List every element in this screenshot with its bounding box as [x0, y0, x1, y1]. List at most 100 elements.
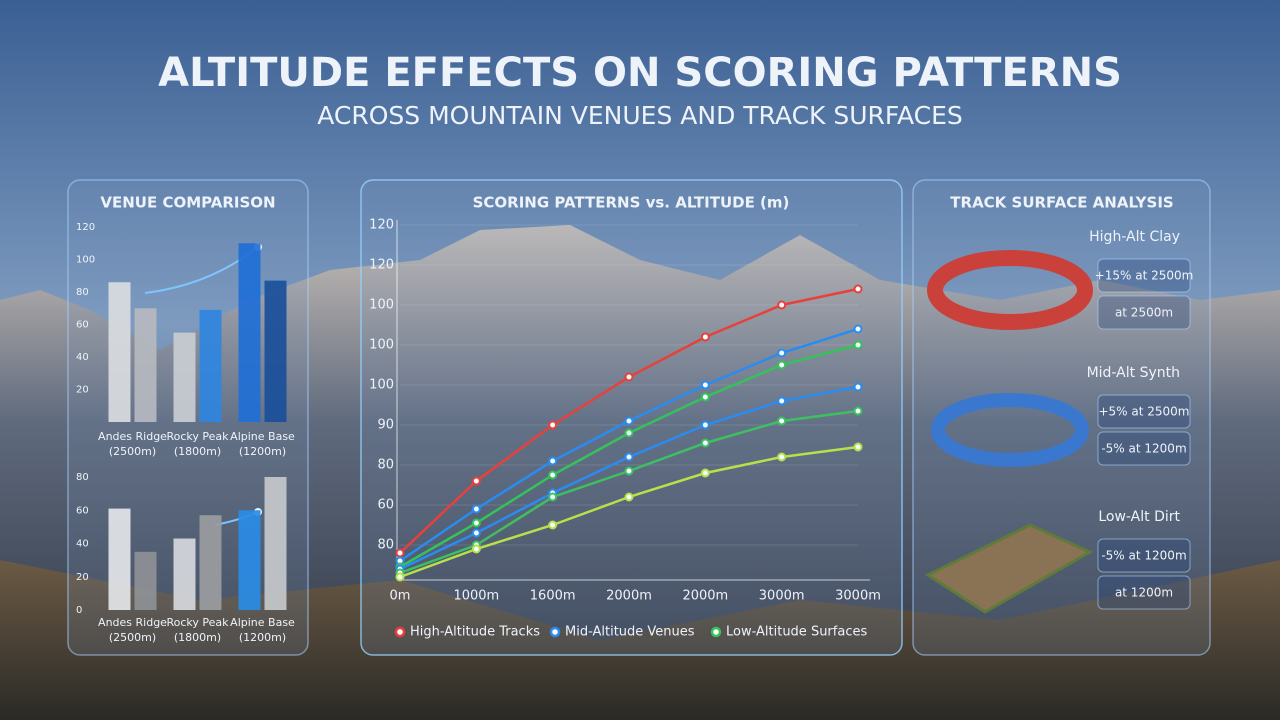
- data-point: [471, 528, 481, 538]
- surface-note: -5% at 1200m: [1101, 442, 1186, 456]
- surface-note: at 2500m: [1115, 306, 1173, 320]
- y-tick-label: 80: [76, 287, 89, 298]
- y-tick-label: 120: [369, 258, 394, 273]
- surface-note: -5% at 1200m: [1101, 549, 1186, 563]
- y-tick-label: 100: [76, 255, 95, 266]
- x-tick-label: 3000m: [835, 589, 881, 604]
- y-tick-label: 120: [369, 218, 394, 233]
- data-point: [471, 504, 481, 514]
- y-tick-label: 80: [377, 538, 394, 553]
- data-point: [777, 452, 787, 462]
- y-tick-label: 120: [76, 222, 95, 233]
- dirt-track: [924, 523, 1094, 614]
- y-tick-label: 60: [76, 320, 89, 331]
- data-point: [777, 416, 787, 426]
- panel-title: SCORING PATTERNS vs. ALTITUDE (m): [473, 194, 790, 212]
- note-box: [1097, 431, 1191, 466]
- bar: [199, 515, 222, 610]
- data-point: [700, 392, 710, 402]
- y-tick-label: 40: [76, 539, 89, 550]
- x-tick-label: Rocky Peak: [166, 616, 229, 629]
- x-tick-note: (1800m): [174, 631, 221, 644]
- y-tick-label: 80: [377, 458, 394, 473]
- note-box: [1097, 538, 1191, 573]
- clay-track: [927, 250, 1093, 330]
- page-title: ALTITUDE EFFECTS ON SCORING PATTERNS: [158, 50, 1122, 96]
- data-point: [395, 572, 405, 582]
- page-subtitle: ACROSS MOUNTAIN VENUES AND TRACK SURFACE…: [317, 101, 963, 130]
- x-tick-label: 0m: [390, 589, 411, 604]
- bar: [238, 243, 261, 422]
- surface-note: at 1200m: [1115, 586, 1173, 600]
- y-tick-label: 20: [76, 572, 89, 583]
- legend-swatch: [394, 626, 406, 638]
- legend-swatch: [549, 626, 561, 638]
- surface-name: Low-Alt Dirt: [1098, 509, 1180, 525]
- surface-note: +5% at 2500m: [1098, 405, 1189, 419]
- synthetic-track: [931, 393, 1089, 467]
- data-point: [395, 548, 405, 558]
- surface-panel: [912, 179, 1211, 656]
- bar: [173, 332, 196, 422]
- note-box: [1097, 295, 1191, 330]
- x-tick-note: (1200m): [239, 445, 286, 458]
- data-point: [853, 340, 863, 350]
- x-tick-label: Andes Ridge: [98, 616, 167, 629]
- y-tick-label: 100: [369, 378, 394, 393]
- data-point: [700, 438, 710, 448]
- data-point: [548, 520, 558, 530]
- data-point: [700, 468, 710, 478]
- x-tick-label: Alpine Base: [230, 616, 295, 629]
- legend-label: Low-Altitude Surfaces: [726, 625, 867, 640]
- data-point: [548, 420, 558, 430]
- x-tick-label: 2000m: [682, 589, 728, 604]
- data-point: [777, 360, 787, 370]
- data-point: [624, 452, 634, 462]
- x-tick-label: Andes Ridge: [98, 430, 167, 443]
- y-tick-label: 80: [76, 472, 89, 483]
- y-tick-label: 60: [377, 498, 394, 513]
- bar: [173, 538, 196, 610]
- data-point: [853, 324, 863, 334]
- bar: [238, 510, 261, 610]
- data-point: [700, 332, 710, 342]
- note-box: [1097, 394, 1191, 429]
- x-tick-label: 3000m: [759, 589, 805, 604]
- bar: [134, 308, 157, 422]
- x-tick-note: (2500m): [109, 445, 156, 458]
- bar: [264, 280, 287, 422]
- data-point: [777, 348, 787, 358]
- surface-name: High-Alt Clay: [1089, 229, 1180, 245]
- legend-label: Mid-Altitude Venues: [565, 625, 695, 640]
- x-tick-label: 1600m: [530, 589, 576, 604]
- foreground: [0, 560, 1280, 720]
- y-tick-label: 60: [76, 505, 89, 516]
- note-box: [1097, 258, 1191, 293]
- y-tick-label: 40: [76, 352, 89, 363]
- y-tick-label: 90: [377, 418, 394, 433]
- bar: [108, 508, 131, 610]
- bar: [134, 551, 157, 610]
- x-tick-label: 2000m: [606, 589, 652, 604]
- data-point: [624, 428, 634, 438]
- data-point: [624, 492, 634, 502]
- data-point: [777, 300, 787, 310]
- x-tick-label: Alpine Base: [230, 430, 295, 443]
- data-point: [471, 518, 481, 528]
- y-tick-label: 0: [76, 605, 82, 616]
- data-point: [700, 380, 710, 390]
- data-point: [624, 466, 634, 476]
- x-tick-note: (2500m): [109, 631, 156, 644]
- y-tick-label: 20: [76, 385, 89, 396]
- data-point: [853, 442, 863, 452]
- x-tick-note: (1800m): [174, 445, 221, 458]
- x-tick-label: Rocky Peak: [166, 430, 229, 443]
- data-point: [548, 456, 558, 466]
- x-tick-note: (1200m): [239, 631, 286, 644]
- data-point: [777, 396, 787, 406]
- bar: [264, 477, 287, 610]
- legend-swatch: [710, 626, 722, 638]
- data-point: [548, 470, 558, 480]
- data-point: [624, 416, 634, 426]
